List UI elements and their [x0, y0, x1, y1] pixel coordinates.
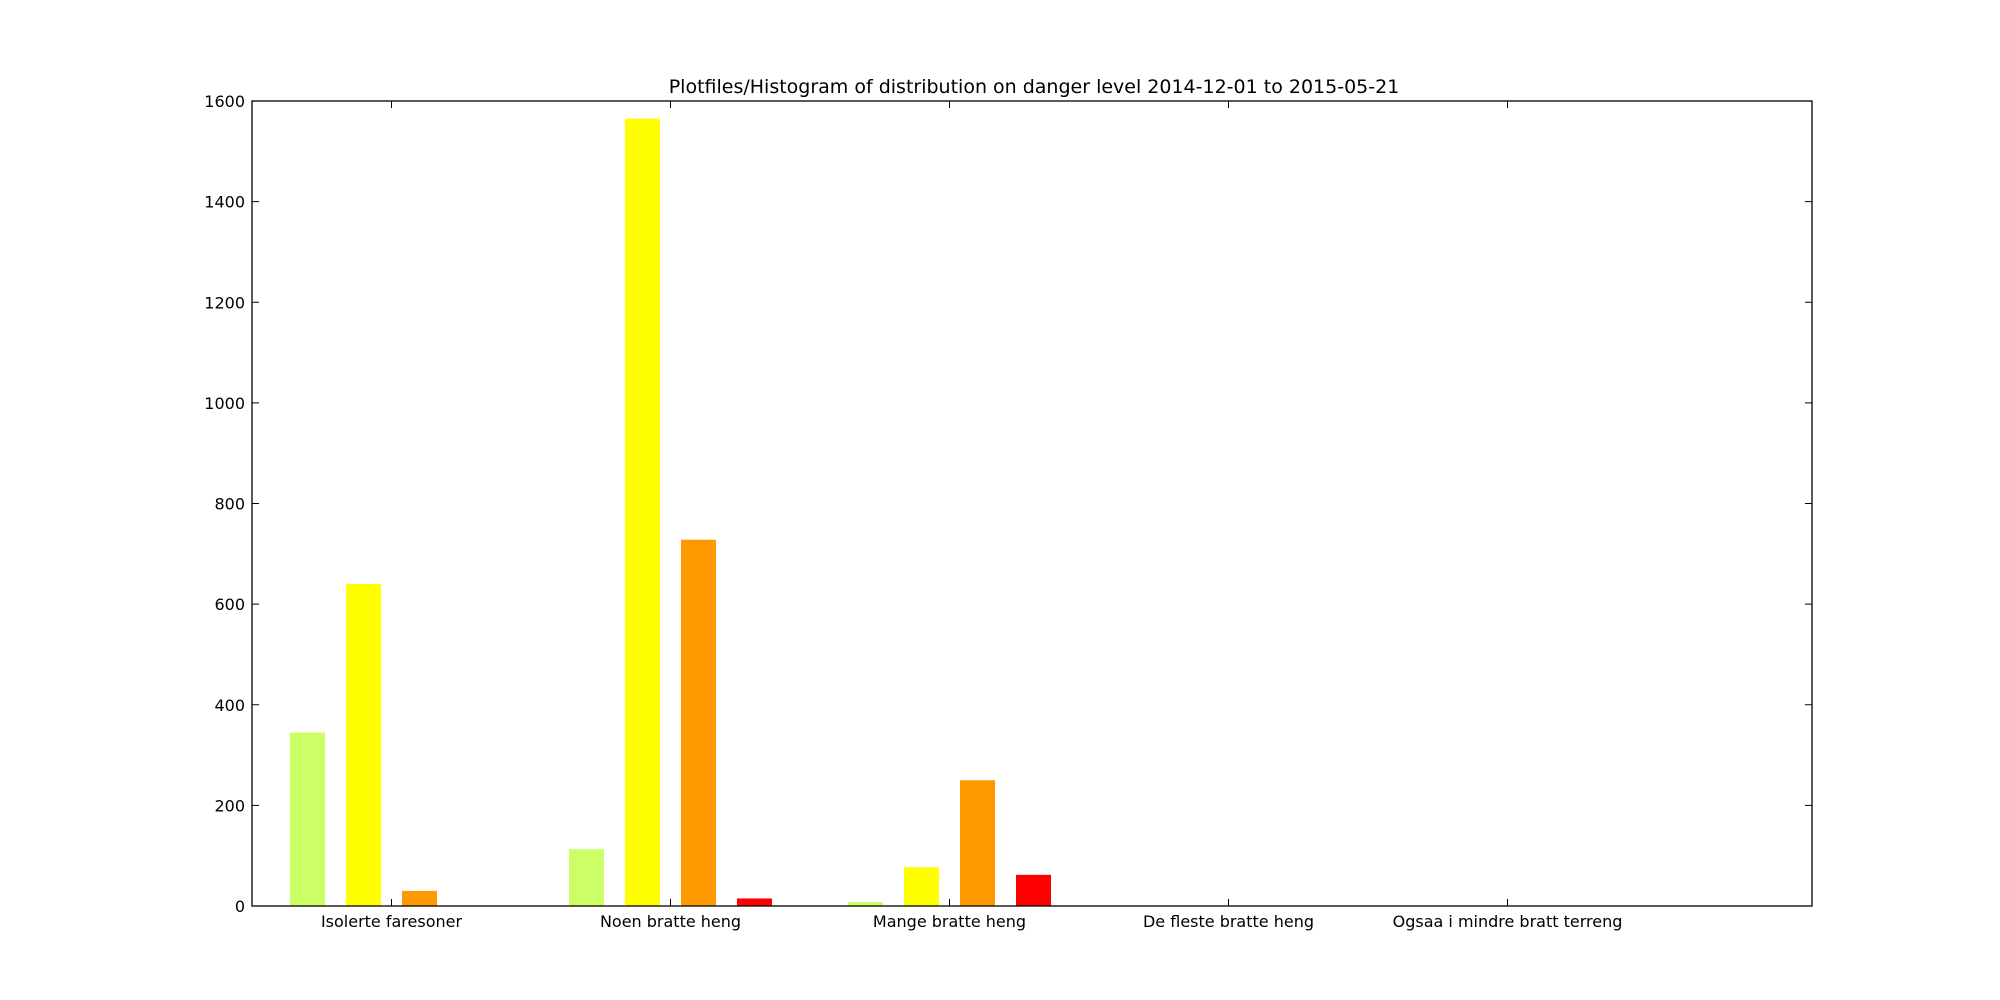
axes-layer: 0 200 400 600 800 1000 1200 1400 1600 Isolerte fa…: [204, 92, 1813, 931]
y-tick-label-0: 0: [235, 897, 245, 916]
y-tick-label-2: 400: [214, 696, 245, 715]
y-tick-label-4: 800: [214, 495, 245, 514]
x-tick-label-4: Ogsaa i mindre bratt terreng: [1393, 912, 1623, 931]
bar-0-0: [290, 732, 325, 906]
y-tick-label-6: 1200: [204, 293, 245, 312]
bar-2-1: [904, 867, 939, 906]
bar-0-1: [346, 584, 381, 906]
bar-1-2: [681, 539, 716, 906]
bar-2-3: [1016, 874, 1051, 906]
bar-1-0: [569, 849, 604, 906]
bars-layer: [290, 118, 1051, 906]
bar-1-3: [737, 898, 772, 906]
y-tick-label-8: 1600: [204, 92, 245, 111]
bar-2-2: [960, 780, 995, 906]
x-tick-label-3: De fleste bratte heng: [1143, 912, 1314, 931]
x-tick-label-0: Isolerte faresoner: [321, 912, 463, 931]
chart-title: Plotfiles/Histogram of distribution on d…: [669, 76, 1400, 98]
y-tick-label-1: 200: [214, 796, 245, 815]
plot-frame: [251, 100, 1813, 907]
x-tick-label-2: Mange bratte heng: [873, 912, 1026, 931]
y-tick-label-7: 1400: [204, 193, 245, 212]
y-tick-label-5: 1000: [204, 394, 245, 413]
bar-0-2: [402, 890, 437, 906]
bar-2-0: [848, 901, 883, 906]
x-tick-label-1: Noen bratte heng: [600, 912, 741, 931]
y-tick-label-3: 600: [214, 595, 245, 614]
bar-1-1: [625, 118, 660, 906]
